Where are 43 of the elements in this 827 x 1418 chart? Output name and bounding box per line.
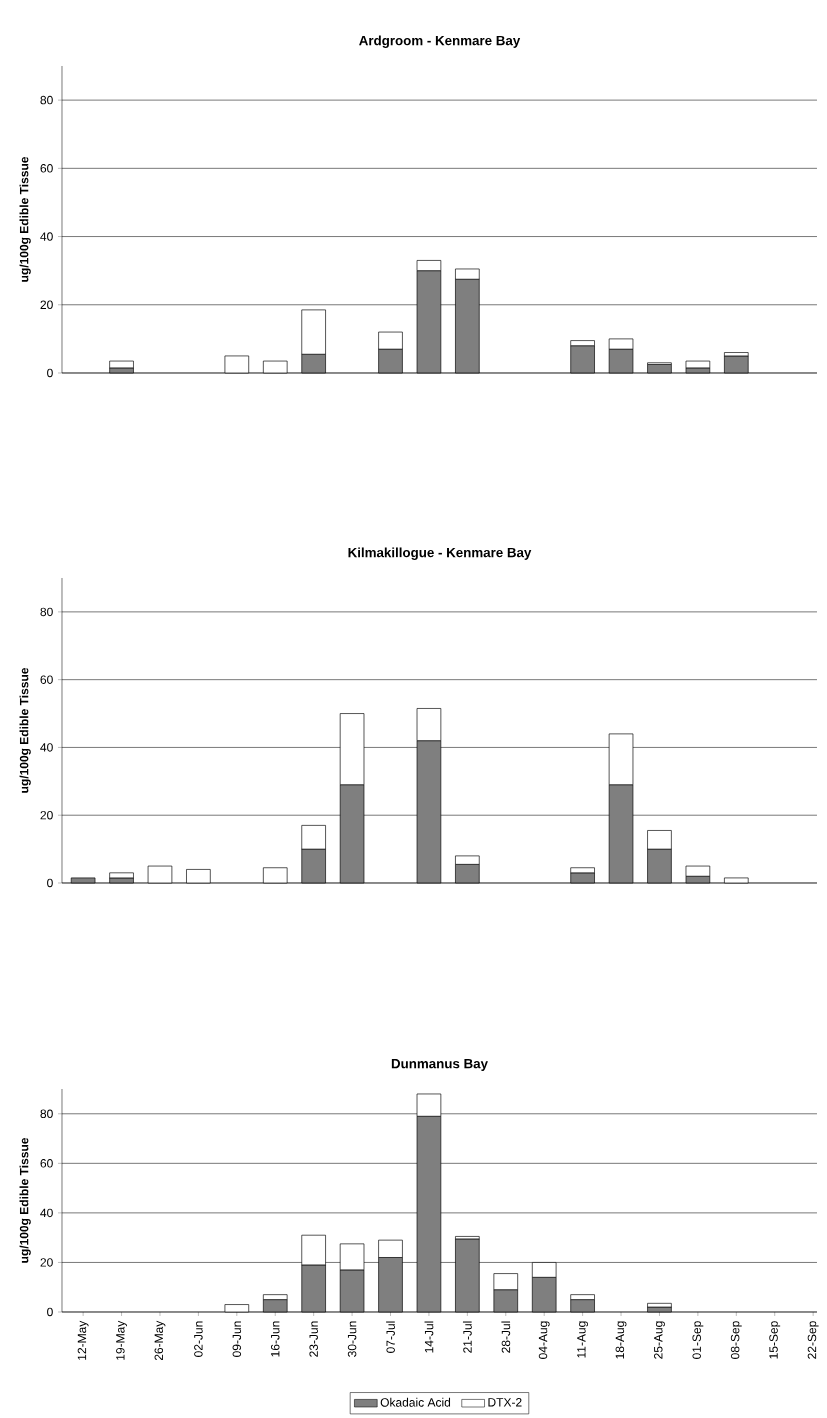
y-tick-label: 40 bbox=[40, 1208, 53, 1218]
chart-title: Ardgroom - Kenmare Bay bbox=[359, 35, 521, 48]
y-axis-title: ug/100g Edible Tissue bbox=[19, 1137, 31, 1263]
x-tick-label: 25-Aug bbox=[654, 1321, 665, 1359]
x-tick-label: 11-Aug bbox=[577, 1321, 588, 1358]
y-tick-label: 60 bbox=[40, 164, 53, 173]
y-tick-label: 80 bbox=[40, 95, 53, 105]
x-tick-label: 28-Jul bbox=[501, 1321, 511, 1353]
y-tick-label: 60 bbox=[40, 675, 53, 684]
y-tick-label: 0 bbox=[47, 1307, 53, 1317]
y-tick-label: 60 bbox=[40, 1159, 53, 1168]
legend-label: Okadaic Acid bbox=[380, 1397, 451, 1407]
x-tick-label: 30-Jun bbox=[347, 1321, 357, 1357]
y-tick-label: 40 bbox=[40, 232, 53, 241]
x-tick-label: 07-Jul bbox=[386, 1321, 395, 1353]
y-tick-label: 20 bbox=[40, 810, 53, 820]
y-tick-label: 0 bbox=[47, 368, 53, 378]
x-tick-label: 19-May bbox=[116, 1320, 127, 1360]
x-tick-label: 01-Sep bbox=[692, 1321, 704, 1359]
chart-title: Kilmakillogue - Kenmare Bay bbox=[348, 547, 532, 560]
y-tick-label: 80 bbox=[40, 607, 53, 617]
x-tick-label: 14-Jul bbox=[424, 1321, 434, 1353]
x-tick-label: 21-Jul bbox=[462, 1321, 472, 1353]
x-tick-label: 22-Sep bbox=[807, 1321, 819, 1359]
y-axis-title: ug/100g Edible Tissue bbox=[19, 667, 31, 793]
legend-label: DTX-2 bbox=[488, 1398, 522, 1407]
x-tick-label: 09-Jun bbox=[232, 1321, 242, 1357]
x-tick-label: 16-Jun bbox=[270, 1321, 280, 1357]
y-tick-label: 80 bbox=[40, 1109, 53, 1119]
x-tick-label: 23-Jun bbox=[309, 1321, 318, 1357]
y-axis-title: ug/100g Edible Tissue bbox=[19, 156, 31, 282]
chart-title: Dunmanus Bay bbox=[391, 1059, 488, 1071]
x-tick-label: 08-Sep bbox=[730, 1321, 742, 1359]
y-tick-label: 20 bbox=[40, 300, 53, 310]
x-tick-label: 18-Aug bbox=[615, 1321, 627, 1359]
x-tick-label: 12-May bbox=[77, 1320, 89, 1360]
x-tick-label: 02-Jun bbox=[194, 1321, 203, 1357]
y-tick-label: 0 bbox=[47, 878, 53, 888]
x-tick-label: 15-Sep bbox=[769, 1321, 781, 1359]
y-tick-label: 40 bbox=[40, 743, 53, 752]
x-tick-label: 04-Aug bbox=[538, 1321, 550, 1359]
y-tick-label: 20 bbox=[40, 1258, 53, 1267]
x-tick-label: 26-May bbox=[154, 1320, 166, 1361]
